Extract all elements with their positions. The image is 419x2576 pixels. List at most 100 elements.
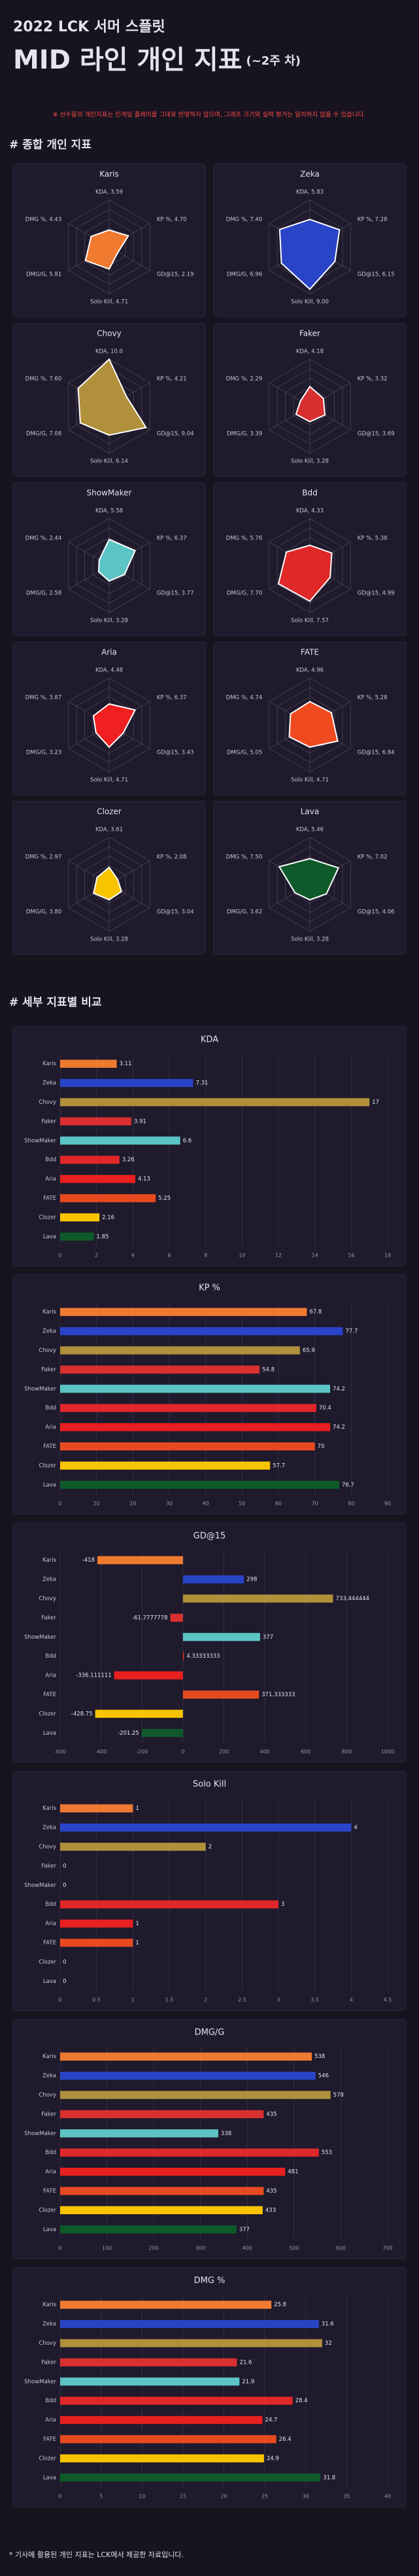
y-tick-label: Aria [45, 1425, 56, 1431]
x-tick-label: 300 [195, 2246, 205, 2251]
value-label: 3.26 [122, 1157, 135, 1163]
x-tick-label: 200 [149, 2246, 159, 2251]
x-tick-label: 2.5 [238, 1997, 246, 2003]
bar-chart-title: DMG % [194, 2276, 226, 2286]
bar [60, 1117, 131, 1126]
y-tick-label: Aria [45, 2417, 56, 2424]
bar-chart-title: GD@15 [193, 1532, 226, 1541]
value-label: 74.2 [333, 1386, 345, 1393]
bar-chart-title: KDA [201, 1035, 218, 1045]
subtitle-suffix: (~2주 차) [246, 54, 300, 68]
x-tick-label: 3.5 [310, 1997, 319, 2003]
radar-label: KP %, 5.38 [358, 536, 388, 542]
y-tick-label: Zeka [42, 2321, 56, 2328]
value-label: 76.7 [342, 1482, 354, 1489]
x-tick-label: 30 [303, 2494, 309, 2500]
radar-label: DMG/G, 3.80 [26, 909, 61, 916]
x-tick-label: 16 [348, 1253, 354, 1259]
value-label: 435 [266, 2188, 277, 2195]
bar [60, 1804, 133, 1812]
y-tick-label: Chovy [39, 1596, 56, 1602]
radar-label: DMG/G, 3.62 [227, 909, 262, 916]
radar-label: Solo Kill, 4.71 [90, 299, 128, 306]
value-label: 4.33333333 [186, 1653, 220, 1660]
header-title: 2022 LCK 서머 스플릿 [13, 19, 165, 35]
bar-chart-title: KP % [199, 1283, 220, 1293]
y-tick-label: Faker [41, 1366, 56, 1373]
y-tick-label: Bdd [45, 2398, 56, 2404]
bar [60, 1442, 315, 1451]
y-tick-label: Faker [41, 2111, 56, 2117]
y-tick-label: Clozer [39, 1462, 56, 1469]
y-tick-label: Clozer [39, 1959, 56, 1965]
radar-title: Clozer [97, 807, 122, 816]
bar [182, 1594, 333, 1603]
y-tick-label: FATE [43, 1195, 56, 1202]
value-label: -201.25 [118, 1730, 139, 1737]
radar-title: ShowMaker [87, 489, 132, 498]
value-label: 31.8 [323, 2475, 335, 2481]
y-tick-label: Zeka [42, 1825, 56, 1831]
x-tick-label: 100 [102, 2246, 112, 2251]
bar [182, 1690, 260, 1699]
x-tick-label: 500 [289, 2246, 299, 2251]
radar-label: Solo Kill, 9.00 [291, 299, 329, 306]
bar [182, 1652, 184, 1660]
radar-label: KDA, 10.0 [95, 349, 123, 355]
value-label: 74.2 [333, 1425, 345, 1431]
radar-label: DMG/G, 7.70 [227, 590, 262, 597]
bar [97, 1556, 183, 1564]
radar-label: DMG %, 2.29 [226, 376, 263, 383]
y-tick-label: Chovy [39, 2340, 56, 2347]
x-tick-label: 40 [203, 1501, 209, 1507]
radar-label: KDA, 4.96 [296, 668, 324, 674]
x-tick-label: 10 [139, 2494, 145, 2500]
radar-label: DMG/G, 3.23 [26, 750, 61, 756]
value-label: 70 [318, 1443, 325, 1450]
y-tick-label: Lava [43, 1730, 56, 1737]
radar-label: DMG/G, 7.08 [26, 431, 61, 438]
y-tick-label: ShowMaker [24, 1882, 56, 1889]
x-tick-label: 15 [180, 2494, 186, 2500]
bar [182, 1575, 244, 1584]
radar-label: DMG %, 7.50 [226, 854, 263, 861]
radar-label: KP %, 4.21 [157, 376, 187, 383]
bar [60, 2225, 237, 2234]
value-label: 31.6 [322, 2321, 334, 2328]
radar-area [278, 218, 341, 291]
radar-label: KP %, 4.70 [157, 217, 187, 223]
section-title: # 종합 개인 지표 [9, 138, 92, 152]
y-tick-label: Aria [45, 1921, 56, 1927]
y-tick-label: ShowMaker [24, 2131, 56, 2137]
radar-label: GD@15, 3.69 [358, 431, 395, 438]
radar-title: Zeka [300, 170, 320, 179]
x-tick-label: 3 [277, 1997, 280, 2003]
bar [60, 2319, 319, 2328]
y-tick-label: Karis [42, 2053, 56, 2060]
bar [60, 1919, 133, 1928]
x-tick-label: 1.5 [165, 1997, 174, 2003]
x-tick-label: 20 [129, 1501, 136, 1507]
bar-chart-title: DMG/G [195, 2028, 225, 2038]
y-tick-label: Zeka [42, 1080, 56, 1087]
bar [60, 1136, 180, 1145]
value-label: 2.16 [102, 1214, 114, 1221]
radar-label: Solo Kill, 4.71 [291, 777, 329, 784]
bar [60, 1346, 300, 1355]
bar [60, 2206, 263, 2215]
x-tick-label: 80 [348, 1501, 354, 1507]
x-tick-label: 40 [384, 2494, 391, 2500]
bar [60, 2396, 293, 2405]
value-label: -61.7777778 [132, 1615, 167, 1621]
radar-label: DMG/G, 5.05 [227, 750, 262, 756]
y-tick-label: Aria [45, 1176, 56, 1183]
radar-label: GD@15, 9.04 [157, 431, 194, 438]
radar-label: GD@15, 6.84 [358, 750, 395, 756]
value-label: 65.9 [303, 1347, 315, 1354]
x-tick-label: 800 [342, 1749, 352, 1755]
x-tick-label: 4 [350, 1997, 353, 2003]
value-label: 24.9 [267, 2455, 279, 2462]
bar [60, 2454, 264, 2463]
bar-card [12, 1522, 407, 1763]
